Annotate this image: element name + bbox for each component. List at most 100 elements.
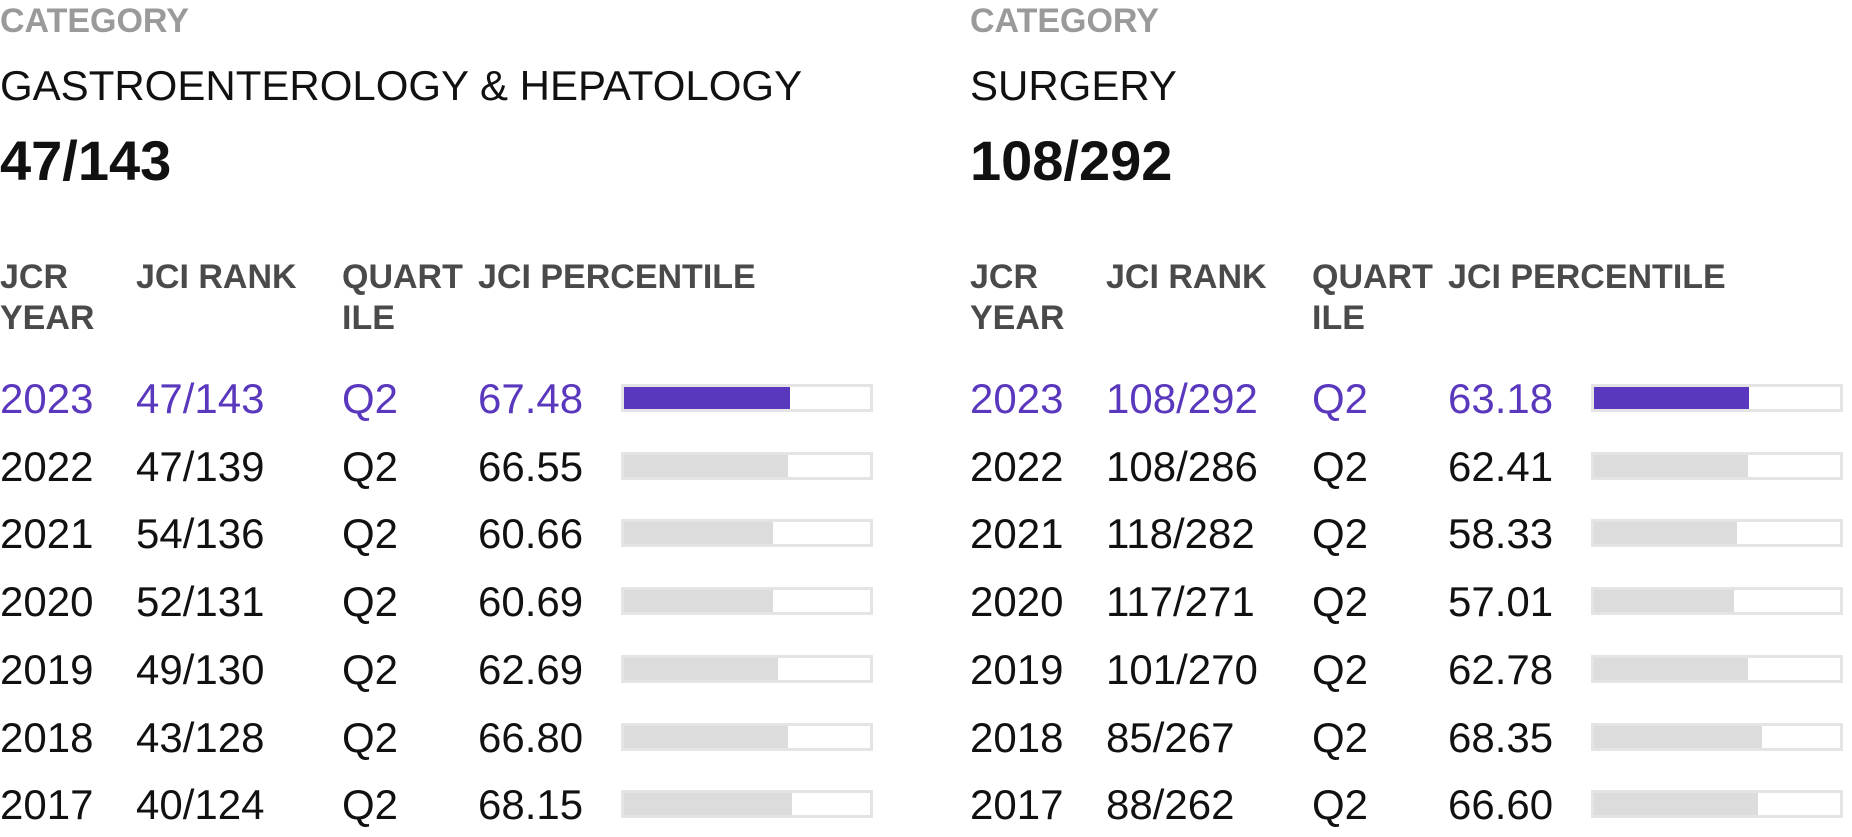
percentile-bar-fill xyxy=(1594,726,1763,748)
category-panel-surgery: CATEGORY SURGERY 108/292 JCR YEAR JCI RA… xyxy=(970,0,1843,828)
cell-percentile: 62.41 xyxy=(1448,443,1554,490)
cell-quartile: Q2 xyxy=(1312,578,1369,625)
percentile-bar-fill xyxy=(624,590,774,612)
header-jcr-year: JCR YEAR xyxy=(0,257,125,339)
cell-jci-rank: 117/271 xyxy=(1106,578,1255,625)
cell-percentile: 62.69 xyxy=(478,646,584,693)
cell-jci-rank: 118/282 xyxy=(1106,510,1255,557)
percentile-bar-fill xyxy=(1594,455,1748,477)
cell-year: 2019 xyxy=(970,646,1064,693)
table-row: 2022 47/139 Q2 66.55 xyxy=(0,435,880,499)
cell-quartile: Q2 xyxy=(342,714,399,761)
percentile-bar xyxy=(621,519,873,547)
cell-quartile: Q2 xyxy=(342,781,399,828)
percentile-bar xyxy=(1591,655,1843,683)
percentile-bar-fill xyxy=(624,522,774,544)
table-row: 2017 88/262 Q2 66.60 xyxy=(970,773,1850,837)
percentile-bar xyxy=(1591,452,1843,480)
percentile-bar-fill xyxy=(1594,522,1738,544)
cell-percentile: 60.66 xyxy=(478,510,584,557)
cell-percentile: 57.01 xyxy=(1448,578,1554,625)
cell-jci-rank: 108/292 xyxy=(1106,375,1258,422)
cell-jci-rank: 85/267 xyxy=(1106,714,1235,761)
category-label: CATEGORY xyxy=(970,2,1159,40)
percentile-bar xyxy=(1591,790,1843,818)
cell-percentile: 58.33 xyxy=(1448,510,1554,557)
table-row: 2023 108/292 Q2 63.18 xyxy=(970,367,1850,431)
percentile-bar-fill xyxy=(624,387,790,409)
table-row: 2018 43/128 Q2 66.80 xyxy=(0,706,880,770)
table-row: 2019 49/130 Q2 62.69 xyxy=(0,638,880,702)
category-name: SURGERY xyxy=(970,62,1177,109)
cell-year: 2017 xyxy=(970,781,1064,828)
cell-year: 2021 xyxy=(0,510,94,557)
percentile-bar xyxy=(1591,723,1843,751)
percentile-bar-fill xyxy=(1594,590,1735,612)
percentile-bar xyxy=(1591,384,1843,412)
table-row: 2020 52/131 Q2 60.69 xyxy=(0,570,880,634)
cell-percentile: 66.80 xyxy=(478,714,584,761)
percentile-bar-fill xyxy=(1594,387,1750,409)
cell-jci-rank: 54/136 xyxy=(136,510,265,557)
cell-year: 2023 xyxy=(0,375,94,422)
header-quartile: QUART ILE xyxy=(342,257,467,339)
cell-jci-rank: 88/262 xyxy=(1106,781,1235,828)
header-jci-rank: JCI RANK xyxy=(1106,258,1267,296)
cell-percentile: 66.60 xyxy=(1448,781,1554,828)
percentile-bar xyxy=(621,723,873,751)
cell-year: 2022 xyxy=(0,443,94,490)
cell-quartile: Q2 xyxy=(1312,375,1369,422)
table-row: 2019 101/270 Q2 62.78 xyxy=(970,638,1850,702)
cell-jci-rank: 101/270 xyxy=(1106,646,1258,693)
cell-percentile: 68.15 xyxy=(478,781,584,828)
percentile-bar xyxy=(621,384,873,412)
category-label: CATEGORY xyxy=(0,2,189,40)
percentile-bar xyxy=(621,452,873,480)
category-rank: 47/143 xyxy=(0,129,172,192)
cell-year: 2022 xyxy=(970,443,1064,490)
cell-jci-rank: 49/130 xyxy=(136,646,265,693)
cell-year: 2017 xyxy=(0,781,94,828)
cell-year: 2020 xyxy=(0,578,94,625)
cell-jci-rank: 52/131 xyxy=(136,578,265,625)
table-row: 2018 85/267 Q2 68.35 xyxy=(970,706,1850,770)
cell-quartile: Q2 xyxy=(1312,781,1369,828)
header-jci-percentile: JCI PERCENTILE xyxy=(478,258,756,296)
cell-quartile: Q2 xyxy=(342,375,399,422)
cell-quartile: Q2 xyxy=(1312,443,1369,490)
cell-year: 2019 xyxy=(0,646,94,693)
percentile-bar xyxy=(621,655,873,683)
header-jci-rank: JCI RANK xyxy=(136,258,297,296)
cell-percentile: 67.48 xyxy=(478,375,584,422)
header-quartile: QUART ILE xyxy=(1312,257,1437,339)
percentile-bar-fill xyxy=(624,726,789,748)
cell-percentile: 66.55 xyxy=(478,443,584,490)
cell-jci-rank: 43/128 xyxy=(136,714,265,761)
percentile-bar-fill xyxy=(1594,793,1758,815)
percentile-bar-fill xyxy=(624,793,792,815)
cell-percentile: 68.35 xyxy=(1448,714,1554,761)
table-row: 2023 47/143 Q2 67.48 xyxy=(0,367,880,431)
cell-quartile: Q2 xyxy=(1312,646,1369,693)
cell-quartile: Q2 xyxy=(342,646,399,693)
percentile-bar-fill xyxy=(624,658,779,680)
percentile-bar xyxy=(621,790,873,818)
table-row: 2021 118/282 Q2 58.33 xyxy=(970,502,1850,566)
header-jcr-year-label: JCR YEAR xyxy=(970,258,1065,337)
cell-quartile: Q2 xyxy=(342,510,399,557)
cell-percentile: 63.18 xyxy=(1448,375,1554,422)
header-jcr-year-label: JCR YEAR xyxy=(0,258,95,337)
cell-jci-rank: 47/139 xyxy=(136,443,265,490)
cell-jci-rank: 40/124 xyxy=(136,781,265,828)
cell-quartile: Q2 xyxy=(1312,714,1369,761)
table-row: 2021 54/136 Q2 60.66 xyxy=(0,502,880,566)
percentile-bar xyxy=(1591,587,1843,615)
percentile-bar xyxy=(621,587,873,615)
cell-quartile: Q2 xyxy=(1312,510,1369,557)
cell-jci-rank: 47/143 xyxy=(136,375,265,422)
cell-year: 2023 xyxy=(970,375,1064,422)
category-name: GASTROENTEROLOGY & HEPATOLOGY xyxy=(0,62,803,109)
percentile-bar-fill xyxy=(1594,658,1749,680)
header-quartile-label: QUART ILE xyxy=(342,258,463,337)
table-row: 2017 40/124 Q2 68.15 xyxy=(0,773,880,837)
